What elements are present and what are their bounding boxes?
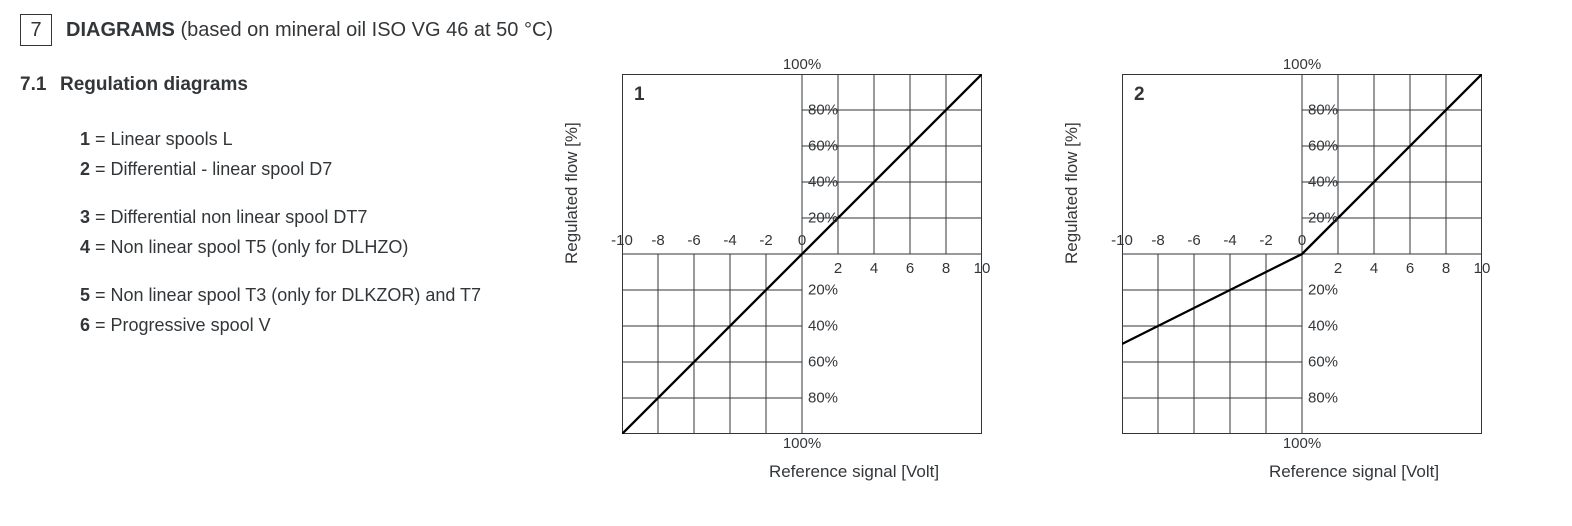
y-tick-label: 40%	[808, 318, 838, 335]
section-number-box: 7	[20, 14, 52, 46]
x-axis-label: Reference signal [Volt]	[674, 462, 1034, 482]
y-tick-label: 100%	[783, 56, 821, 73]
legend-num: 5	[80, 285, 90, 305]
x-tick-label: 8	[942, 260, 950, 277]
legend-item: 1 = Linear spools L	[80, 126, 540, 152]
plot-area: 1 100% 100% -10-8-6-4-2024681020%40%60%8…	[622, 74, 982, 434]
y-tick-label: 100%	[783, 435, 821, 452]
chart-svg	[1122, 74, 1482, 434]
chart-badge: 1	[634, 84, 645, 106]
x-tick-label: -6	[687, 232, 700, 249]
legend-text: = Non linear spool T5 (only for DLHZO)	[90, 237, 408, 257]
y-axis-label: Regulated flow [%]	[1062, 122, 1082, 264]
legend-num: 4	[80, 237, 90, 257]
x-tick-label: 4	[1370, 260, 1378, 277]
x-tick-label: 2	[1334, 260, 1342, 277]
chart-2: Regulated flow [%] 2 100% 100% -10-8-6-4…	[1070, 74, 1510, 482]
legend-num: 1	[80, 129, 90, 149]
x-tick-label: -10	[1111, 232, 1133, 249]
y-tick-label: 20%	[1308, 210, 1338, 227]
x-tick-label: -4	[723, 232, 736, 249]
x-tick-label: -8	[651, 232, 664, 249]
legend-item: 4 = Non linear spool T5 (only for DLHZO)	[80, 234, 540, 260]
legend-text: = Non linear spool T3 (only for DLKZOR) …	[90, 285, 481, 305]
y-tick-label: 20%	[1308, 282, 1338, 299]
y-tick-label: 40%	[1308, 318, 1338, 335]
legend-num: 3	[80, 207, 90, 227]
legend-text: = Differential - linear spool D7	[90, 159, 332, 179]
legend-list: 1 = Linear spools L 2 = Differential - l…	[20, 126, 540, 339]
y-tick-label: 80%	[1308, 102, 1338, 119]
y-axis-label: Regulated flow [%]	[562, 122, 582, 264]
x-tick-label: 6	[906, 260, 914, 277]
y-tick-label: 100%	[1283, 56, 1321, 73]
section-header: 7 DIAGRAMS (based on mineral oil ISO VG …	[20, 14, 1552, 46]
y-tick-label: 40%	[808, 174, 838, 191]
legend-text: = Linear spools L	[90, 129, 233, 149]
y-tick-label: 60%	[1308, 354, 1338, 371]
x-tick-label: -10	[611, 232, 633, 249]
left-column: 7.1Regulation diagrams 1 = Linear spools…	[20, 74, 540, 343]
section-title-rest: (based on mineral oil ISO VG 46 at 50 °C…	[175, 19, 553, 41]
x-tick-label: -8	[1151, 232, 1164, 249]
charts-row: Regulated flow [%] 1 100% 100% -10 -8 -6 -4…	[570, 74, 1510, 482]
y-tick-label: 80%	[808, 390, 838, 407]
legend-item: 2 = Differential - linear spool D7	[80, 156, 540, 182]
y-tick-label: 40%	[1308, 174, 1338, 191]
chart-1: Regulated flow [%] 1 100% 100% -10-8-6-4…	[570, 74, 1010, 482]
legend-item: 5 = Non linear spool T3 (only for DLKZOR…	[80, 282, 540, 308]
y-tick-label: 60%	[1308, 138, 1338, 155]
x-tick-label: -6	[1187, 232, 1200, 249]
subsection-number: 7.1	[20, 74, 60, 96]
y-tick-label: 60%	[808, 354, 838, 371]
chart-badge: 2	[1134, 84, 1145, 106]
subsection-heading: 7.1Regulation diagrams	[20, 74, 540, 96]
section-title-bold: DIAGRAMS	[66, 19, 175, 41]
x-tick-label: -2	[759, 232, 772, 249]
x-tick-label: 8	[1442, 260, 1450, 277]
subsection-title: Regulation diagrams	[60, 74, 248, 95]
y-tick-label: 80%	[808, 102, 838, 119]
x-tick-label: 0	[798, 232, 806, 249]
y-tick-label: 20%	[808, 210, 838, 227]
plot-area: 2 100% 100% -10-8-6-4-2024681020%40%60%8…	[1122, 74, 1482, 434]
x-tick-label: 10	[974, 260, 991, 277]
y-tick-label: 80%	[1308, 390, 1338, 407]
x-tick-label: -2	[1259, 232, 1272, 249]
x-tick-label: 10	[1474, 260, 1491, 277]
legend-text: = Differential non linear spool DT7	[90, 207, 367, 227]
x-tick-label: -4	[1223, 232, 1236, 249]
x-tick-label: 6	[1406, 260, 1414, 277]
x-tick-label: 0	[1298, 232, 1306, 249]
section-title: DIAGRAMS (based on mineral oil ISO VG 46…	[66, 19, 553, 42]
y-tick-label: 20%	[808, 282, 838, 299]
legend-item: 3 = Differential non linear spool DT7	[80, 204, 540, 230]
legend-item: 6 = Progressive spool V	[80, 312, 540, 338]
legend-num: 6	[80, 315, 90, 335]
y-tick-label: 100%	[1283, 435, 1321, 452]
section-number: 7	[30, 19, 41, 42]
chart-svg	[622, 74, 982, 434]
x-axis-label: Reference signal [Volt]	[1174, 462, 1534, 482]
x-tick-label: 2	[834, 260, 842, 277]
legend-text: = Progressive spool V	[90, 315, 271, 335]
y-tick-label: 60%	[808, 138, 838, 155]
legend-num: 2	[80, 159, 90, 179]
x-tick-label: 4	[870, 260, 878, 277]
